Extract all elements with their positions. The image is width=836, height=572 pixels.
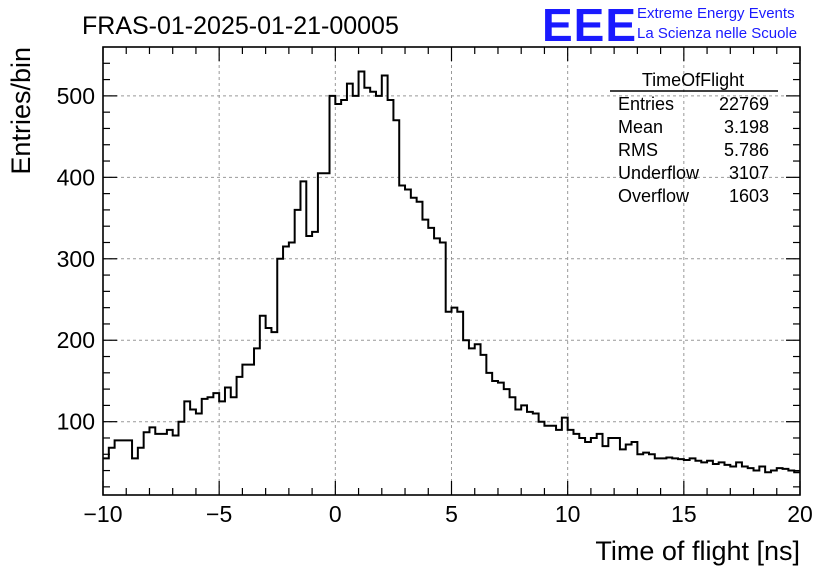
x-tick-label: 15 <box>671 501 697 527</box>
histogram-series <box>103 70 800 474</box>
x-tick-label: −5 <box>206 501 232 527</box>
eee-logo-line2: La Scienza nelle Scuole <box>637 25 797 42</box>
x-tick-label: 5 <box>445 501 458 527</box>
stats-row-label: Mean <box>618 117 663 137</box>
stats-row-label: Entries <box>618 94 674 114</box>
stats-row-value: 1603 <box>729 186 769 206</box>
y-tick-label: 500 <box>57 83 95 109</box>
stats-row-value: 3107 <box>729 163 769 183</box>
stats-row-label: Underflow <box>618 163 700 183</box>
y-tick-label: 200 <box>57 327 95 353</box>
x-tick-label: 10 <box>555 501 581 527</box>
stats-box-title: TimeOfFlight <box>642 70 744 90</box>
stats-box: TimeOfFlight Entries 22769 Mean 3.198 RMS 5.7… <box>610 70 778 206</box>
stats-row-label: RMS <box>618 140 658 160</box>
axis-ticks <box>102 47 801 495</box>
chart-title: FRAS-01-2025-01-21-00005 <box>82 12 399 40</box>
x-tick-label: 0 <box>329 501 342 527</box>
y-tick-labels: 100 200 300 400 500 <box>57 83 95 435</box>
x-tick-labels: −10 −5 0 5 10 15 20 <box>83 501 812 527</box>
eee-logo-line1: Extreme Energy Events <box>637 5 795 22</box>
x-axis-label: Time of flight [ns] <box>595 536 800 566</box>
y-tick-label: 100 <box>57 409 95 435</box>
y-tick-label: 400 <box>57 164 95 190</box>
y-axis-label: Entries/bin <box>6 47 36 175</box>
stats-row-value: 3.198 <box>724 117 769 137</box>
stats-row-value: 22769 <box>719 94 769 114</box>
y-tick-label: 300 <box>57 246 95 272</box>
eee-logo-mark: EEE <box>542 0 637 51</box>
x-tick-label: −10 <box>83 501 122 527</box>
stats-row-label: Overflow <box>618 186 690 206</box>
stats-row-value: 5.786 <box>724 140 769 160</box>
grid-lines <box>103 47 800 495</box>
x-tick-label: 20 <box>787 501 813 527</box>
eee-logo: EEE Extreme Energy Events La Scienza nel… <box>542 0 797 51</box>
